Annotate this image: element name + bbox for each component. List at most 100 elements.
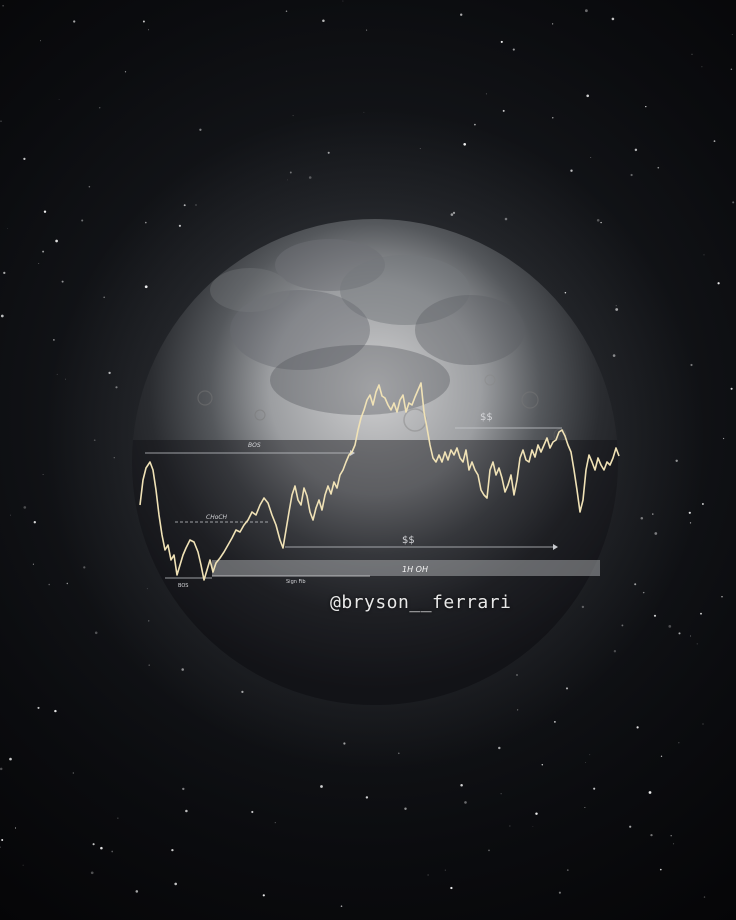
- star: [586, 94, 590, 98]
- star: [700, 612, 702, 615]
- star: [731, 33, 733, 35]
- star: [650, 833, 653, 837]
- star: [292, 115, 294, 117]
- star: [629, 825, 632, 828]
- star: [58, 99, 60, 100]
- star: [0, 846, 1, 848]
- star: [502, 109, 505, 112]
- star: [174, 882, 178, 886]
- star: [72, 772, 74, 774]
- star: [43, 210, 47, 213]
- star: [500, 793, 502, 795]
- star: [464, 801, 467, 804]
- star: [92, 843, 95, 846]
- star: [444, 869, 446, 871]
- star: [648, 791, 652, 794]
- star: [2, 4, 4, 7]
- star: [61, 280, 64, 283]
- star: [182, 787, 185, 791]
- star: [365, 796, 369, 799]
- star: [570, 169, 573, 172]
- star: [81, 219, 84, 222]
- star: [320, 785, 323, 788]
- star: [38, 263, 40, 264]
- star: [509, 825, 511, 827]
- star: [322, 19, 325, 23]
- star: [696, 643, 698, 645]
- star: [721, 595, 723, 598]
- star: [37, 706, 40, 709]
- star: [498, 746, 501, 750]
- star: [88, 185, 91, 188]
- star: [117, 817, 119, 819]
- star: [512, 48, 515, 51]
- star: [98, 106, 101, 109]
- star: [670, 834, 672, 837]
- moon: [132, 219, 618, 705]
- ss-lower-arrowhead: [553, 544, 558, 550]
- star: [657, 166, 660, 169]
- star: [659, 868, 662, 871]
- star: [342, 0, 344, 2]
- label-ss-lower: $$: [402, 535, 415, 546]
- star: [22, 864, 24, 866]
- star: [585, 9, 588, 13]
- star: [3, 271, 6, 275]
- star: [668, 625, 672, 628]
- star: [630, 173, 633, 177]
- star: [251, 810, 254, 814]
- star: [730, 387, 733, 390]
- star: [274, 822, 276, 824]
- star: [142, 20, 145, 23]
- star: [55, 239, 58, 243]
- star: [485, 93, 487, 95]
- star: [42, 474, 44, 476]
- star: [701, 503, 704, 505]
- star: [636, 726, 639, 729]
- star: [678, 742, 680, 744]
- star: [690, 635, 692, 637]
- label-choch: CHoCH: [206, 514, 228, 521]
- star: [500, 40, 503, 43]
- star: [703, 254, 705, 256]
- star: [660, 755, 663, 757]
- star: [584, 806, 586, 808]
- star: [541, 763, 544, 766]
- star: [701, 66, 703, 68]
- star: [558, 891, 561, 894]
- star: [42, 250, 45, 253]
- star: [0, 767, 3, 771]
- star: [0, 120, 2, 123]
- star: [54, 709, 57, 713]
- star: [585, 762, 587, 763]
- star: [7, 228, 9, 229]
- label-bos-top: BOS: [248, 442, 261, 449]
- price-line: [139, 382, 620, 581]
- star: [285, 10, 288, 13]
- star: [32, 563, 34, 565]
- star: [404, 807, 407, 810]
- star: [53, 339, 55, 341]
- star: [717, 282, 720, 285]
- chart-overlay: BOS $$ CHoCH $$ 1H OH Sign Fib BOS: [139, 382, 620, 589]
- star: [713, 140, 716, 142]
- star: [730, 68, 733, 70]
- star: [551, 23, 554, 25]
- star: [703, 896, 706, 898]
- star: [90, 871, 94, 875]
- star: [135, 890, 139, 893]
- bos-top-arrowhead: [350, 450, 355, 456]
- star: [73, 20, 76, 23]
- star: [340, 905, 343, 907]
- star: [590, 157, 592, 158]
- star: [450, 886, 453, 890]
- star: [124, 71, 127, 73]
- star: [14, 827, 17, 829]
- star: [566, 869, 569, 871]
- star: [9, 757, 12, 761]
- star: [691, 53, 693, 55]
- star: [66, 582, 69, 585]
- star: [23, 506, 27, 509]
- star: [111, 850, 114, 853]
